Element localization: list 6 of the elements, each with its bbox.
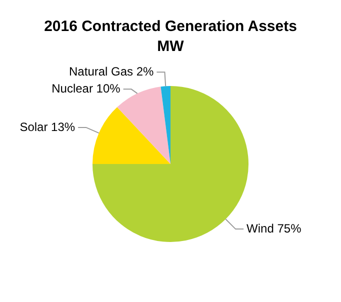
slice-label: Nuclear 10% bbox=[52, 81, 121, 96]
slice-label: Wind 75% bbox=[246, 221, 302, 236]
slice-label: Natural Gas 2% bbox=[69, 64, 154, 78]
slice-label: Solar 13% bbox=[20, 120, 76, 134]
chart-title: 2016 Contracted Generation Assets bbox=[44, 18, 297, 36]
chart-subtitle: MW bbox=[157, 38, 185, 56]
